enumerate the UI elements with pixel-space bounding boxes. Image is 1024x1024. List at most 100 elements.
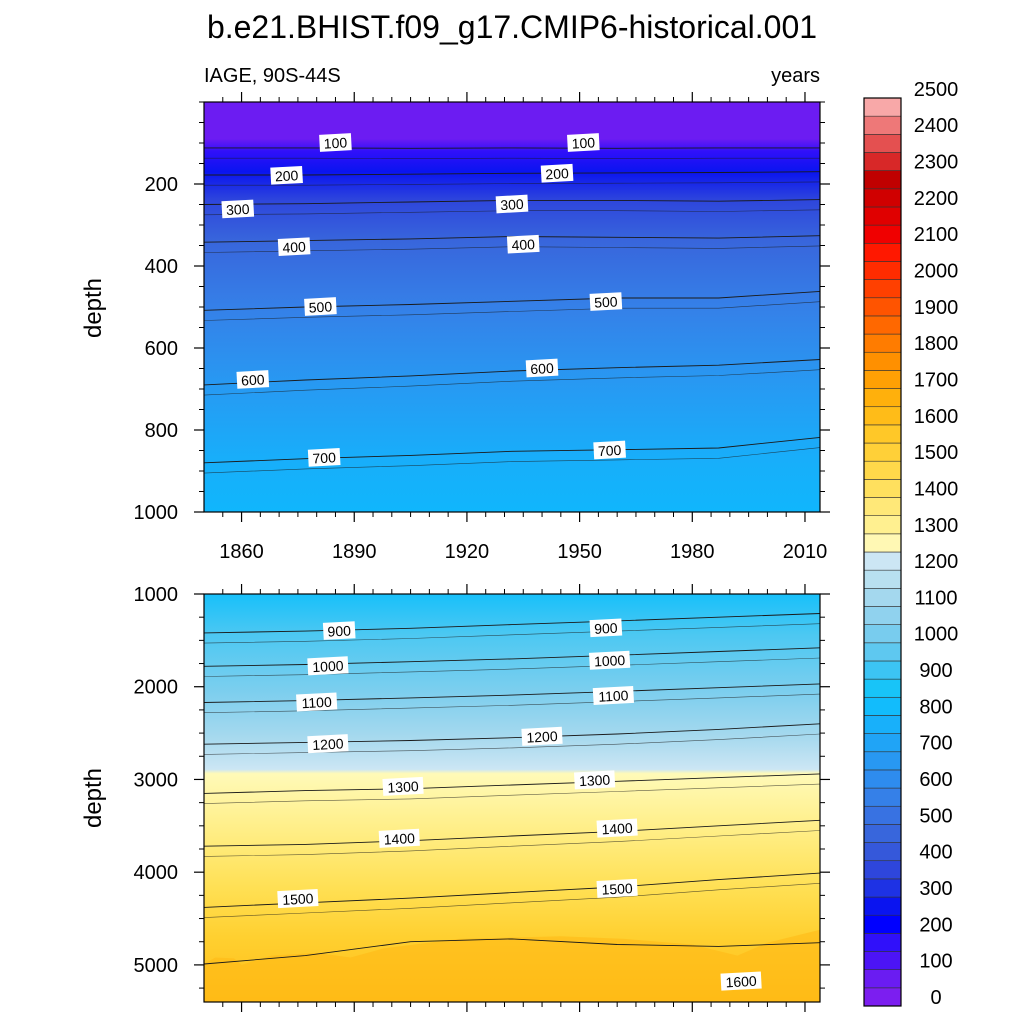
contour-label: 900 [589, 618, 623, 638]
contour-label: 500 [304, 297, 337, 316]
contour-line-minor [203, 301, 821, 321]
contour-line-minor [203, 369, 821, 396]
contour-label-bg [589, 650, 631, 670]
contour-label: 600 [525, 358, 559, 378]
colorbar-label: 1800 [914, 333, 959, 355]
colorbar-box [863, 787, 902, 807]
contour-label: 600 [236, 370, 270, 389]
colorbar-box [863, 97, 902, 117]
contour-label-text: 1100 [598, 687, 629, 705]
colorbar-box [863, 969, 902, 989]
contour-label-bg [592, 685, 635, 706]
contour-label: 1400 [596, 818, 638, 838]
y-tick-label: 1000 [134, 502, 179, 524]
colorbar-box [863, 678, 902, 698]
contour-label-bg [596, 818, 638, 838]
contour-label-text: 100 [571, 134, 595, 151]
contour-line-200 [204, 171, 821, 176]
contour-label-text: 1500 [601, 880, 633, 898]
contour-label: 400 [277, 237, 311, 256]
y-axis-label: depth [80, 278, 107, 338]
contour-label: 1200 [521, 726, 563, 746]
colorbar-box [863, 370, 902, 389]
colorbar-box [863, 497, 902, 516]
colorbar-box [863, 987, 902, 1007]
contour-label-bg [596, 878, 638, 898]
colorbar-box [863, 896, 902, 916]
contour-label-bg [506, 234, 540, 254]
contour-label-text: 600 [530, 360, 554, 377]
colorbar-box [863, 152, 902, 171]
contour-label: 1100 [296, 692, 338, 712]
colorbar-label: 1000 [914, 624, 959, 646]
x-tick-label: 1980 [670, 541, 715, 563]
contour-label-text: 200 [545, 165, 569, 182]
colorbar-label: 2200 [914, 188, 959, 210]
contour-label-text: 1500 [282, 890, 314, 908]
contour-line-minor [203, 733, 821, 755]
colorbar-label: 1500 [914, 442, 959, 464]
contour-label: 200 [270, 165, 303, 185]
colorbar-label: 2000 [914, 261, 959, 283]
y-tick-label: 600 [145, 338, 178, 360]
contour-label-bg [525, 358, 559, 378]
contour-line-minor [203, 623, 821, 644]
contour-label-text: 900 [327, 622, 351, 639]
contour-label: 100 [567, 133, 600, 152]
colorbar-box [863, 551, 902, 571]
contour-label-bg [270, 165, 303, 185]
contour-label-text: 100 [323, 134, 347, 151]
contour-label-text: 1200 [312, 735, 344, 753]
contour-label: 400 [506, 234, 540, 254]
colorbar-box [863, 188, 902, 208]
contour-line-minor [203, 830, 821, 857]
contour-label-bg [378, 828, 420, 848]
contour-label-bg [589, 292, 623, 311]
colorbar-frame [863, 97, 902, 1007]
y-tick-label: 5000 [134, 955, 179, 977]
colorbar-label: 1100 [914, 587, 957, 609]
colorbar-box [863, 751, 902, 771]
contour-line-minor [203, 447, 821, 474]
contour-label-text: 700 [312, 449, 336, 466]
colorbar-box [863, 696, 902, 716]
colorbar-box [863, 134, 902, 153]
colorbar-label: 400 [919, 842, 952, 864]
colorbar-box [863, 660, 902, 680]
colorbar-label: 0 [930, 987, 941, 1009]
colorbar-box [863, 442, 902, 462]
colorbar-label: 1700 [914, 369, 959, 391]
contour-label-text: 1400 [601, 820, 633, 838]
contour-line-minor [203, 883, 821, 918]
contour-label-bg [277, 237, 311, 256]
y-axis-label: depth [80, 768, 107, 828]
contour-label-bg [540, 163, 574, 183]
colorbar-box [863, 224, 902, 244]
colorbar-label: 1900 [914, 297, 959, 319]
colorbar-box [863, 115, 902, 135]
contour-label-bg [296, 692, 338, 712]
colorbar-box [863, 297, 902, 317]
contour-label-text: 900 [594, 620, 618, 637]
contour-line-minor [204, 181, 821, 186]
y-tick-label: 1000 [134, 584, 179, 606]
colorbar-box [863, 406, 902, 426]
contour-label-text: 1000 [594, 652, 626, 670]
x-tick-label: 1950 [557, 541, 602, 563]
left-subtitle: IAGE, 90S-44S [204, 65, 341, 87]
colorbar-box [863, 424, 902, 444]
figure-title: b.e21.BHIST.f09_g17.CMIP6-historical.001 [207, 9, 817, 45]
y-tick-label: 800 [145, 420, 178, 442]
contour-label-text: 1200 [526, 728, 558, 746]
colorbar-box [863, 170, 902, 190]
contour-label: 1400 [378, 828, 420, 848]
contour-line-700 [203, 436, 821, 464]
contour-label: 900 [322, 621, 356, 640]
contour-label: 1100 [592, 685, 635, 706]
colorbar-label: 800 [919, 696, 952, 718]
lower-panel: 900 900 1000 1000 1100 1100 1200 1200 1300 1300 14… [80, 584, 830, 1012]
x-tick-label: 1920 [445, 541, 490, 563]
contour-label: 500 [589, 292, 623, 311]
colorbar-box [863, 805, 902, 825]
colorbar-box [863, 533, 902, 553]
